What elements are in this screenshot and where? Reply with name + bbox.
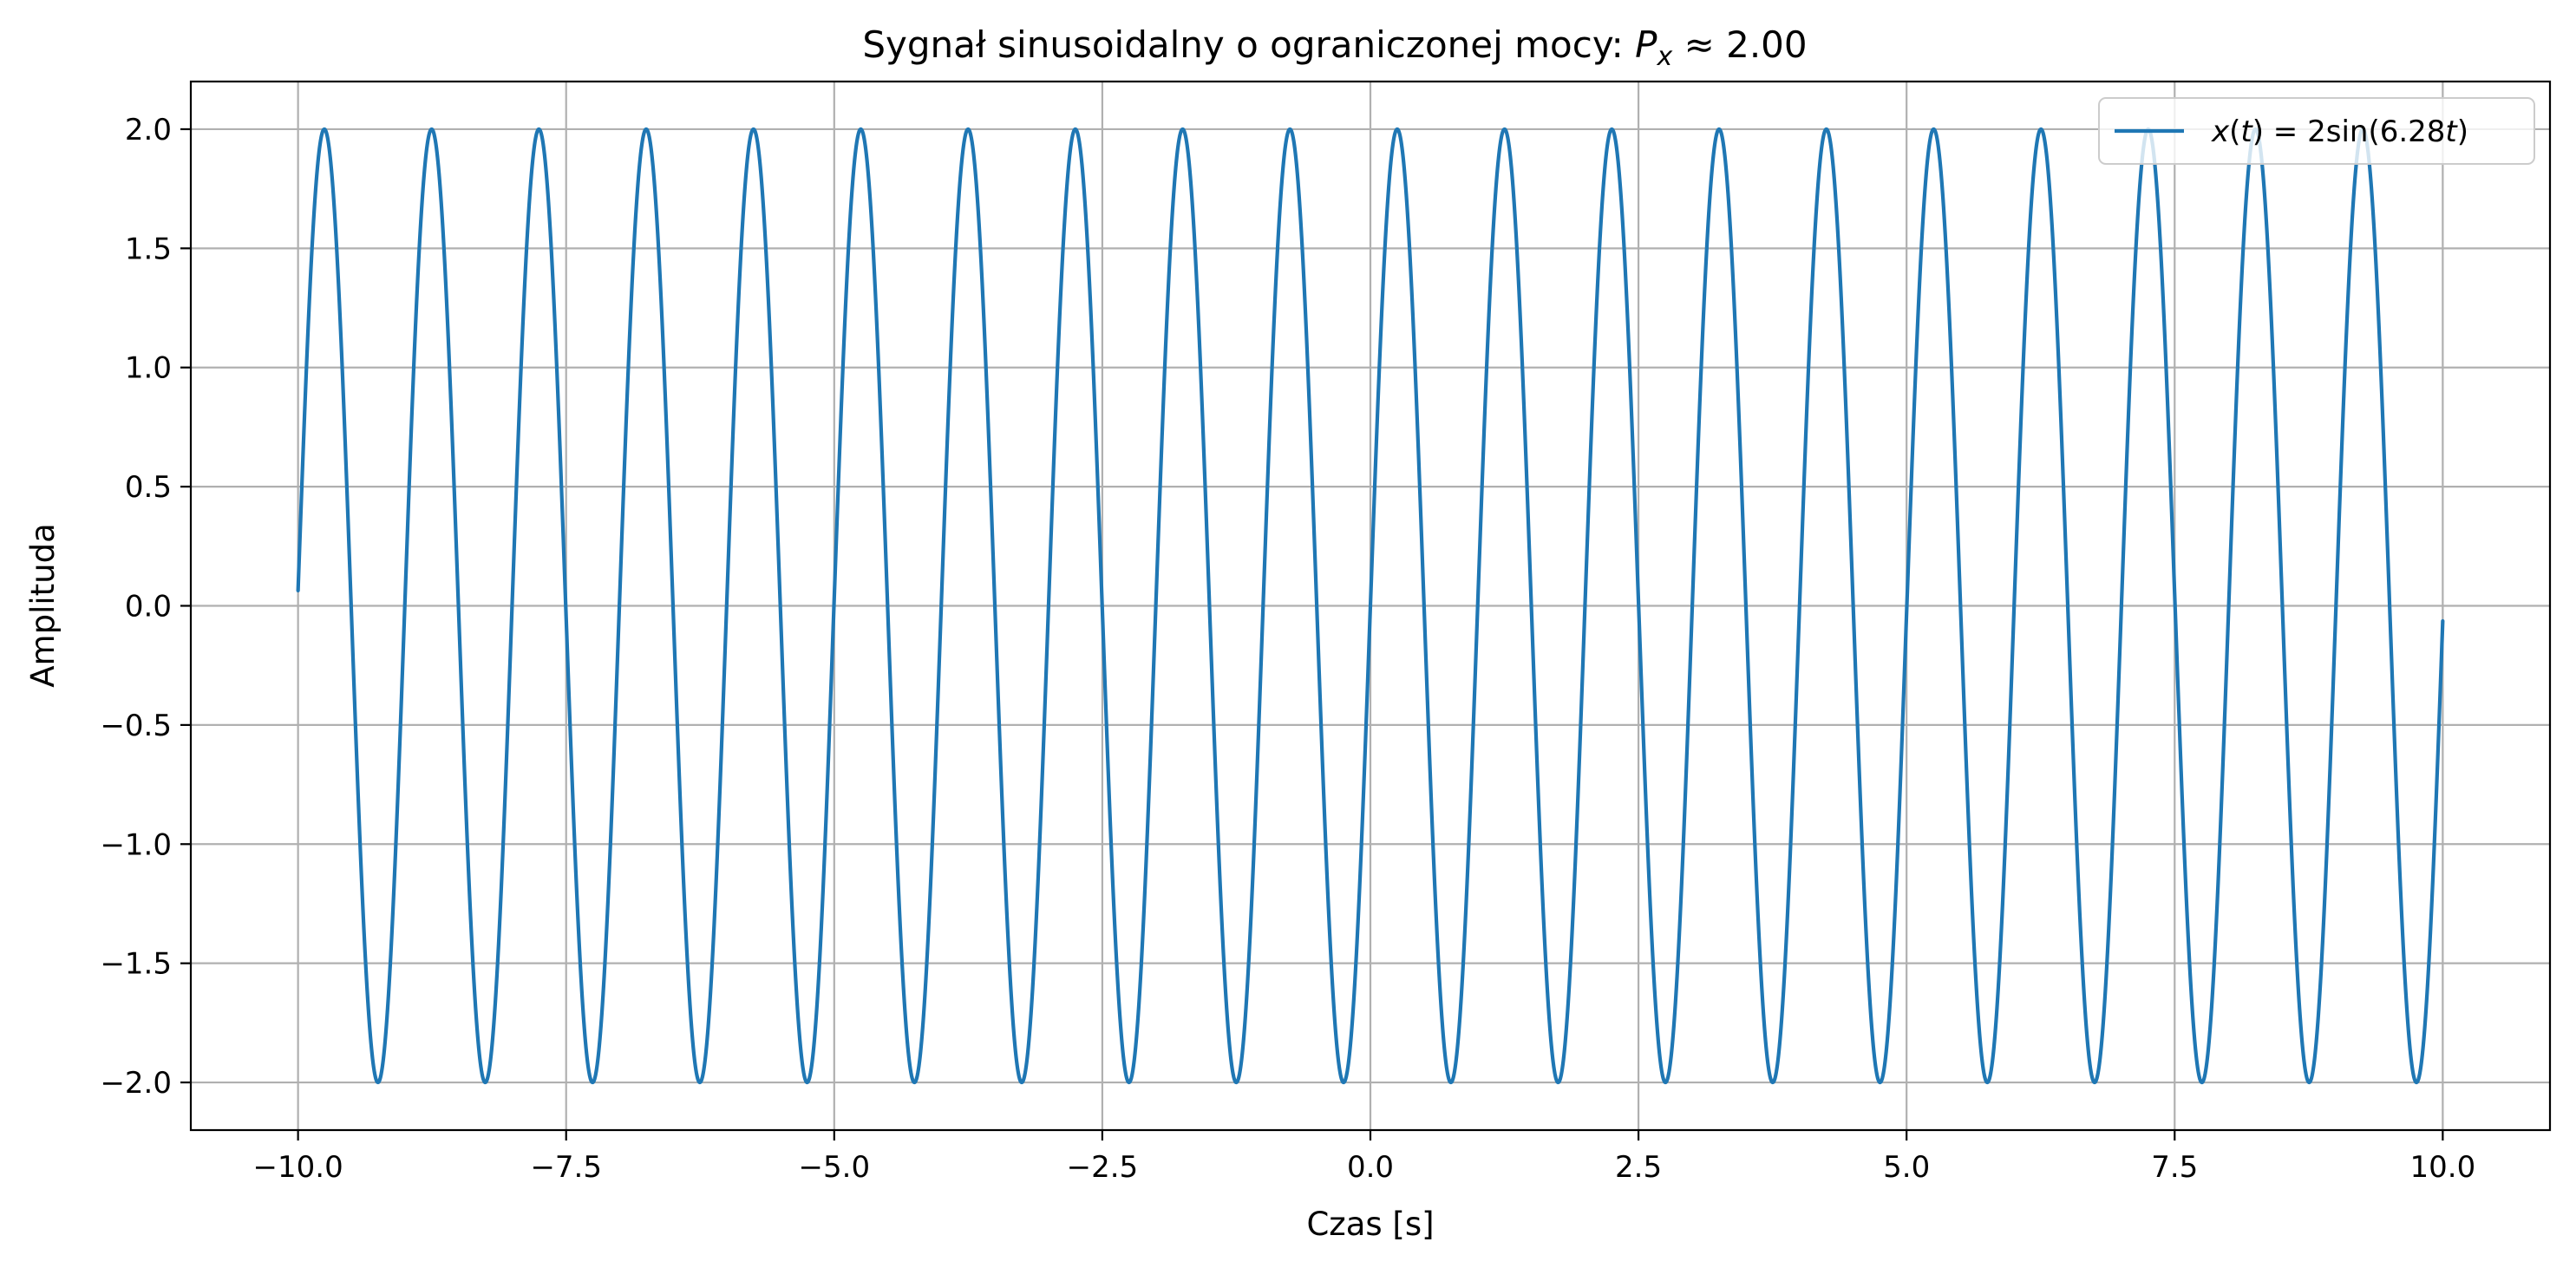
x-tick-label: −5.0 [799,1150,871,1185]
chart-title: Sygnał sinusoidalny o ograniczonej mocy:… [862,23,1807,72]
y-tick-label: −1.0 [100,827,172,862]
legend-box [2098,97,2535,165]
y-tick-label: −2.0 [100,1066,172,1101]
y-tick-label: −0.5 [100,709,172,743]
legend-label-rhs-close: ) [2457,114,2468,149]
x-tick-label: 0.0 [1347,1150,1394,1185]
x-tick-label: −10.0 [253,1150,343,1185]
x-axis: −10.0 −7.5 −5.0 −2.5 0.0 2.5 5.0 7.5 10.0 [253,1130,2476,1185]
series-line-sine [296,127,2445,1085]
legend-label-rhs-var: t [2445,114,2458,149]
y-axis-label: Amplituda [24,523,62,688]
x-tick-label: 2.5 [1615,1150,1662,1185]
x-axis-label: Czas [s] [1306,1206,1434,1243]
x-tick-label: 7.5 [2151,1150,2198,1185]
legend-label-rhs: = 2sin(6.28 [2264,114,2445,149]
chart-title-main: Sygnał sinusoidalny o ograniczonej mocy: [862,23,1635,66]
chart-title-value: ≈ 2.00 [1672,23,1807,66]
grid [191,82,2550,1130]
x-tick-label: 5.0 [1883,1150,1930,1185]
x-tick-label: 10.0 [2410,1150,2476,1185]
chart-title-subscript: x [1656,42,1672,72]
y-tick-label: 0.5 [125,470,172,505]
legend-label-lhs-open: ( [2229,114,2240,149]
x-tick-label: −7.5 [530,1150,602,1185]
legend-label-lhs-close: ) [2252,114,2264,149]
x-tick-label: −2.5 [1067,1150,1139,1185]
legend: x(t) = 2sin(6.28t) [2098,97,2535,165]
legend-label: x(t) = 2sin(6.28t) [2211,114,2468,149]
y-axis: 2.0 1.5 1.0 0.5 0.0 −0.5 −1.0 −1.5 −2.0 [100,113,191,1101]
legend-label-lhs-var: x [2211,114,2230,149]
plot-area [296,127,2445,1085]
y-tick-label: 1.0 [125,351,172,386]
y-tick-label: −1.5 [100,947,172,982]
chart-title-symbol: P [1635,23,1657,66]
legend-label-lhs-arg: t [2240,114,2253,149]
y-tick-label: 1.5 [125,232,172,266]
y-tick-label: 2.0 [125,113,172,147]
y-tick-label: 0.0 [125,590,172,624]
